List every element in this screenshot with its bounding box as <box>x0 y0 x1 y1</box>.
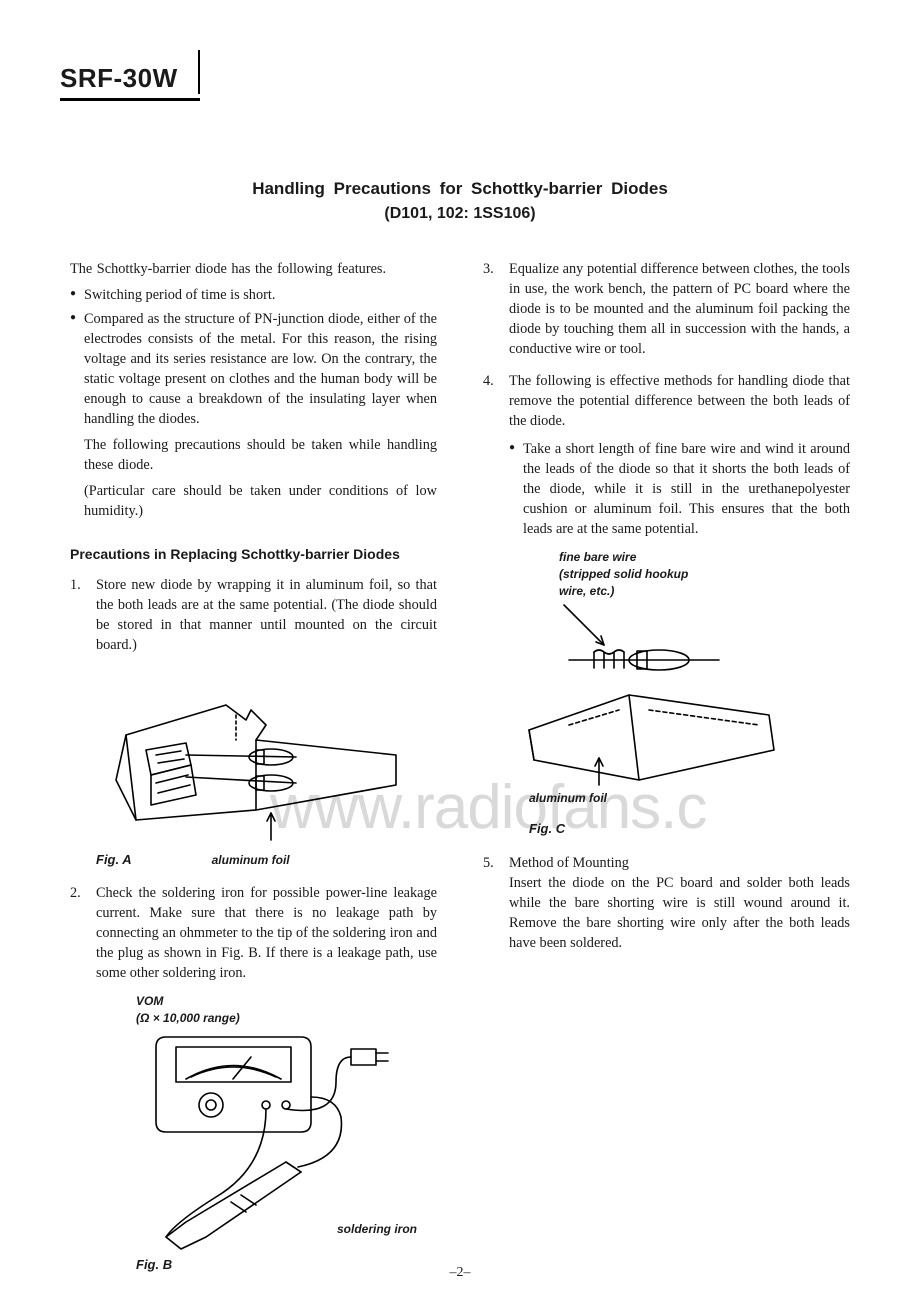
figure-b-iron-label: soldering iron <box>136 1221 437 1238</box>
figure-c: fine bare wire (stripped solid hookup wi… <box>509 549 850 838</box>
page-subtitle: (D101, 102: 1SS106) <box>60 205 860 223</box>
precaution-list-right: 3. Equalize any potential difference bet… <box>483 259 850 953</box>
precautions-heading: Precautions in Replacing Schottky-barrie… <box>70 545 437 565</box>
sub-bullet-list: Take a short length of fine bare wire an… <box>509 439 850 539</box>
list-text: Store new diode by wrapping it in alumin… <box>96 577 437 653</box>
precaution-item: 4. The following is effective methods fo… <box>483 371 850 839</box>
sub-bullet-item: Take a short length of fine bare wire an… <box>509 439 850 539</box>
list-title: Method of Mounting <box>509 855 629 871</box>
figure-c-wire-label-3: wire, etc.) <box>559 583 850 600</box>
list-number: 4. <box>483 371 494 391</box>
feature-item: Switching period of time is short. <box>70 285 437 305</box>
list-number: 5. <box>483 853 494 873</box>
list-number: 3. <box>483 259 494 279</box>
precaution-item: 3. Equalize any potential difference bet… <box>483 259 850 359</box>
note-text: (Particular care should be taken under c… <box>70 481 437 521</box>
note-text: The following precautions should be take… <box>70 435 437 475</box>
list-text: The following is effective methods for h… <box>509 373 850 429</box>
two-column-layout: The Schottky-barrier diode has the follo… <box>60 259 860 1288</box>
figure-c-foil-label: aluminum foil <box>529 790 850 807</box>
page-title: Handling Precautions for Schottky-barrie… <box>60 179 860 199</box>
figure-c-wire-label-1: fine bare wire <box>559 549 850 566</box>
precaution-list: 1. Store new diode by wrapping it in alu… <box>70 575 437 1274</box>
figure-b-vom-label: VOM <box>136 993 437 1010</box>
list-text: Check the soldering iron for possible po… <box>96 885 437 981</box>
feature-list: Switching period of time is short. Compa… <box>70 285 437 429</box>
intro-text: The Schottky-barrier diode has the follo… <box>70 259 437 279</box>
model-header: SRF-30W <box>60 50 200 101</box>
figure-a-svg <box>96 665 416 865</box>
model-name: SRF-30W <box>60 63 194 93</box>
header-divider <box>198 50 200 94</box>
feature-item: Compared as the structure of PN-junction… <box>70 309 437 429</box>
precaution-item: 2. Check the soldering iron for possible… <box>70 883 437 1274</box>
list-text: Equalize any potential difference betwee… <box>509 261 850 357</box>
figure-c-wire-label-2: (stripped solid hookup <box>559 566 850 583</box>
left-column: The Schottky-barrier diode has the follo… <box>70 259 437 1288</box>
figure-c-svg <box>509 600 809 800</box>
right-column: 3. Equalize any potential difference bet… <box>483 259 850 1288</box>
figure-a-label: Fig. A <box>96 851 132 869</box>
figure-a: Fig. A aluminum foil <box>96 665 437 869</box>
figure-c-label: Fig. C <box>529 820 850 838</box>
figure-b: VOM (Ω × 10,000 range) <box>136 993 437 1274</box>
figure-a-annotation: aluminum foil <box>212 852 290 869</box>
list-number: 2. <box>70 883 81 903</box>
precaution-item: 1. Store new diode by wrapping it in alu… <box>70 575 437 869</box>
precaution-item: 5. Method of Mounting Insert the diode o… <box>483 853 850 953</box>
list-text: Insert the diode on the PC board and sol… <box>509 875 850 951</box>
figure-b-range-label: (Ω × 10,000 range) <box>136 1010 437 1027</box>
list-number: 1. <box>70 575 81 595</box>
figure-b-label: Fig. B <box>136 1256 437 1274</box>
